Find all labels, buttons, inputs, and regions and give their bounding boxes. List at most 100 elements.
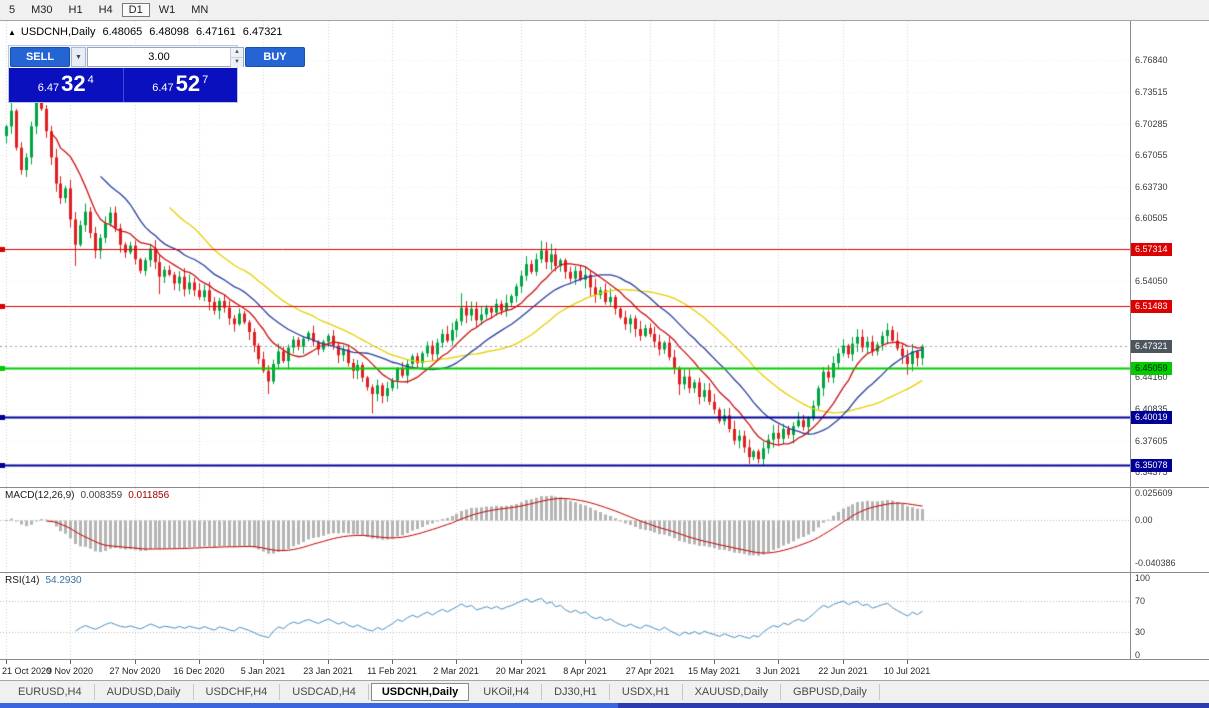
- axis-label: 6.76840: [1135, 55, 1168, 65]
- chart-tab-UKOil[interactable]: UKOil,H4: [471, 684, 543, 700]
- axis-label: 6.60505: [1135, 213, 1168, 223]
- timeframe-button-5[interactable]: 5: [9, 4, 16, 16]
- timeframe-button-W1[interactable]: W1: [158, 4, 176, 16]
- price-badge: 6.45059: [1131, 362, 1172, 375]
- time-axis: 21 Oct 2020 9 Nov 2020 27 Nov 2020 16 Dec 2…: [0, 660, 1209, 680]
- axis-label: 6.34375: [1135, 467, 1168, 477]
- chevron-down-icon: ▼: [75, 53, 82, 61]
- time-label: 11 Feb 2021: [367, 666, 417, 676]
- axis-label: 6.44160: [1135, 372, 1168, 382]
- time-tick: [521, 660, 522, 664]
- price-badge: 6.47321: [1131, 340, 1172, 353]
- chart-tab-USDCHF[interactable]: USDCHF,H4: [194, 684, 281, 700]
- sell-price-big-digits: 32: [61, 71, 86, 96]
- chart-tabs-bar: EURUSD,H4 AUDUSD,Daily USDCHF,H4 USDCAD,H4 U…: [0, 680, 1209, 703]
- timeframe-button-H4[interactable]: H4: [98, 4, 113, 16]
- chart-tab-USDCAD[interactable]: USDCAD,H4: [280, 684, 369, 700]
- macd-value: 0.008359: [80, 490, 123, 501]
- macd-canvas[interactable]: [0, 488, 1130, 572]
- one-click-collapse-icon[interactable]: ▲: [8, 28, 16, 37]
- chart-tab-XAUUSD[interactable]: XAUUSD,Daily: [683, 684, 781, 700]
- axis-label: 6.37605: [1135, 436, 1168, 446]
- timeframe-button-D1[interactable]: D1: [121, 3, 150, 17]
- time-label: 21 Oct 2020: [2, 666, 52, 676]
- price-badge: 6.51483: [1131, 300, 1172, 313]
- time-label: 5 Jan 2021: [240, 666, 286, 676]
- buy-button[interactable]: BUY: [245, 47, 305, 67]
- chart-tab-DJ30[interactable]: DJ30,H1: [542, 684, 610, 700]
- rsi-axis: 100 70 30 0: [1130, 573, 1209, 660]
- time-label: 27 Nov 2020: [109, 666, 161, 676]
- macd-header: MACD(12,26,9) 0.008359 0.011856: [5, 490, 169, 501]
- chart-window: 6.76840 6.73515 6.70285 6.67055 6.63730 6.605…: [0, 21, 1209, 680]
- symbol-name: USDCNH,Daily: [20, 26, 96, 38]
- sell-button[interactable]: SELL: [10, 47, 70, 67]
- trade-controls-row: SELL ▼ ▲ ▼ BUY: [9, 46, 305, 68]
- axis-label: 70: [1135, 596, 1146, 606]
- main-chart-panel: 6.76840 6.73515 6.70285 6.67055 6.63730 6.605…: [0, 21, 1209, 487]
- panel-divider: [0, 487, 1209, 488]
- axis-label: 0.00: [1135, 515, 1153, 525]
- timeframe-toolbar: 5 M30 H1 H4 D1 W1 MN: [0, 0, 1209, 21]
- time-label: 3 Jun 2021: [755, 666, 801, 676]
- rsi-panel: 100 70 30 0 RSI(14) 54.2930: [0, 573, 1209, 660]
- timeframe-button-H1[interactable]: H1: [68, 4, 83, 16]
- time-tick: [328, 660, 329, 664]
- macd-label: MACD(12,26,9): [5, 490, 75, 501]
- time-tick: [6, 660, 7, 664]
- time-tick: [650, 660, 651, 664]
- volume-dropdown-button[interactable]: ▼: [71, 47, 86, 67]
- time-label: 20 Mar 2021: [495, 666, 547, 676]
- axis-label: 6.63730: [1135, 182, 1168, 192]
- macd-panel: 0.025609 0.00 -0.040386 MACD(12,26,9) 0.008…: [0, 488, 1209, 572]
- rsi-label: RSI(14): [5, 575, 40, 586]
- volume-input[interactable]: [88, 48, 230, 66]
- panel-divider: [0, 659, 1209, 660]
- chart-tab-AUDUSD[interactable]: AUDUSD,Daily: [95, 684, 194, 700]
- time-tick: [714, 660, 715, 664]
- axis-label: 100: [1135, 573, 1151, 583]
- volume-spinner: ▲ ▼: [230, 48, 243, 67]
- time-tick: [70, 660, 71, 664]
- volume-increase-button[interactable]: ▲: [231, 48, 243, 57]
- ohlc-low: 6.47161: [196, 26, 236, 38]
- time-tick: [907, 660, 908, 664]
- buy-price-prefix: 6.47: [152, 82, 174, 94]
- buy-price-big-digits: 52: [175, 71, 201, 96]
- axis-label: 0: [1135, 650, 1141, 660]
- time-label: 23 Jan 2021: [303, 666, 353, 676]
- time-tick: [456, 660, 457, 664]
- time-tick: [778, 660, 779, 664]
- volume-field-wrap: ▲ ▼: [87, 47, 244, 67]
- buy-price-display: 6.47 52 7: [124, 68, 238, 102]
- axis-label: 6.73515: [1135, 87, 1168, 97]
- rsi-header: RSI(14) 54.2930: [5, 575, 82, 586]
- ohlc-open: 6.48065: [102, 26, 143, 38]
- symbol-info-bar: ▲ USDCNH,Daily 6.48065 6.48098 6.47161 6.4732…: [8, 26, 283, 38]
- volume-decrease-button[interactable]: ▼: [231, 57, 243, 67]
- scrollbar-track[interactable]: [618, 703, 1209, 708]
- horizontal-scrollbar: [0, 703, 1209, 708]
- timeframe-button-MN[interactable]: MN: [191, 4, 209, 16]
- time-tick: [263, 660, 264, 664]
- macd-axis: 0.025609 0.00 -0.040386: [1130, 488, 1209, 572]
- time-tick: [199, 660, 200, 664]
- chart-tab-USDX[interactable]: USDX,H1: [610, 684, 683, 700]
- time-label: 8 Apr 2021: [563, 666, 607, 676]
- main-price-axis: 6.76840 6.73515 6.70285 6.67055 6.63730 6.605…: [1130, 21, 1209, 487]
- axis-label: 6.40835: [1135, 404, 1168, 414]
- chart-tab-GBPUSD[interactable]: GBPUSD,Daily: [781, 684, 880, 700]
- buy-price-pip: 7: [202, 74, 209, 86]
- timeframe-button-M30[interactable]: M30: [31, 4, 53, 16]
- chart-tab-USDCNH[interactable]: USDCNH,Daily: [370, 683, 470, 701]
- scrollbar-thumb[interactable]: [0, 703, 618, 708]
- time-label: 9 Nov 2020: [46, 666, 94, 676]
- time-tick: [585, 660, 586, 664]
- rsi-canvas[interactable]: [0, 573, 1130, 659]
- sell-price-pip: 4: [87, 74, 94, 86]
- panel-divider: [0, 572, 1209, 573]
- chart-tab-EURUSD[interactable]: EURUSD,H4: [6, 684, 95, 700]
- price-badge: 6.35078: [1131, 459, 1172, 472]
- rsi-value: 54.2930: [45, 575, 82, 586]
